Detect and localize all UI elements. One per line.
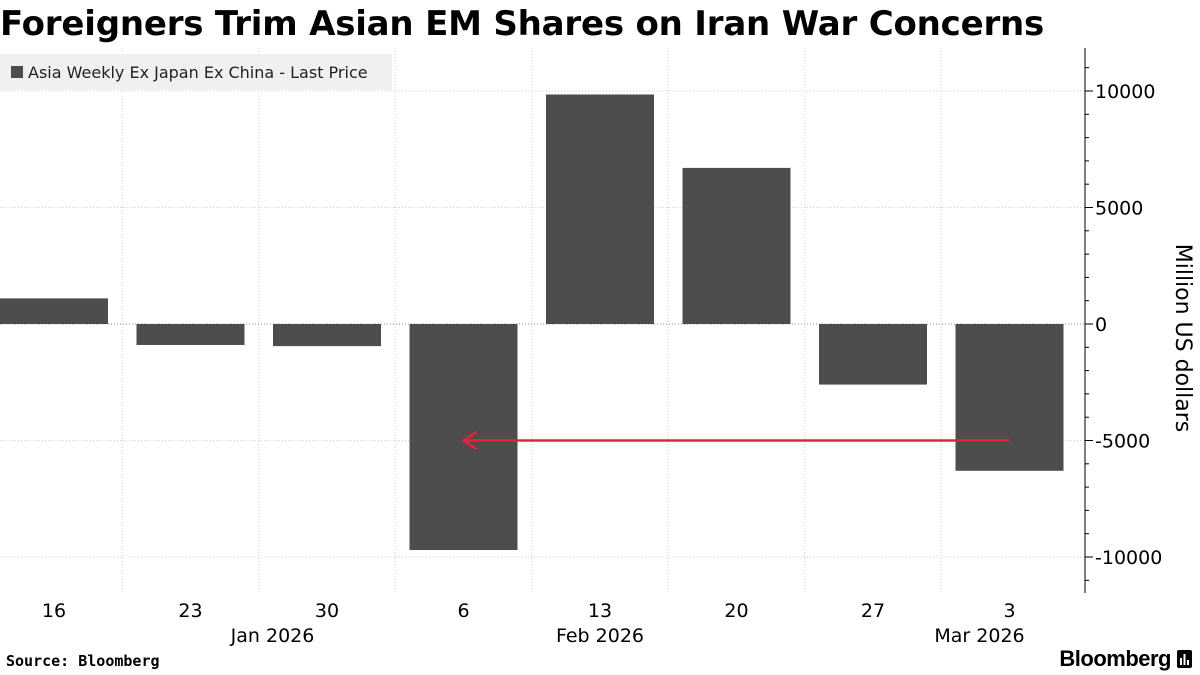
x-tick-label: 30: [315, 600, 339, 622]
x-tick-label: 27: [861, 600, 885, 622]
annotations: [462, 431, 1010, 450]
source-note: Source: Bloomberg: [6, 652, 160, 670]
bar: [546, 94, 654, 325]
y-tick-label: -10000: [1095, 547, 1162, 569]
x-tick-label: 3: [1003, 600, 1015, 622]
bloomberg-logo-icon: [1177, 650, 1192, 668]
y-tick-label: 10000: [1095, 81, 1155, 103]
gridlines: [0, 48, 1085, 593]
legend-label: Asia Weekly Ex Japan Ex China - Last Pri…: [28, 62, 368, 82]
bar: [273, 324, 381, 347]
x-tick-label: 23: [178, 600, 202, 622]
x-tick-label: 20: [724, 600, 748, 622]
x-tick-label: 6: [457, 600, 469, 622]
bar: [819, 324, 927, 385]
annotation-arrow-head: [462, 431, 477, 450]
bar: [409, 324, 518, 551]
bar: [955, 324, 1064, 471]
bar: [682, 167, 791, 324]
brand: Bloomberg: [1059, 646, 1192, 672]
x-period-label: Mar 2026: [934, 625, 1024, 647]
y-tick-label: -5000: [1095, 431, 1150, 453]
bar: [136, 324, 245, 345]
x-period-label: Jan 2026: [230, 625, 315, 647]
x-tick-label: 16: [42, 600, 66, 622]
x-period-label: Feb 2026: [556, 625, 644, 647]
x-tick-label: 13: [588, 600, 612, 622]
x-axis: 16 23 30 6 13 20 27 3 Jan 2026 Feb 2026 Mar 2026: [42, 600, 1025, 647]
bar: [0, 298, 108, 324]
legend: Asia Weekly Ex Japan Ex China - Last Pri…: [0, 54, 392, 90]
y-axis-title: Million US dollars: [1170, 244, 1195, 433]
chart-title: Foreigners Trim Asian EM Shares on Iran …: [0, 4, 1045, 44]
y-tick-label: 5000: [1095, 198, 1143, 220]
y-axis: 10000 5000 0 -5000 -10000 Million US dollars: [1084, 48, 1195, 593]
brand-name: Bloomberg: [1059, 646, 1171, 671]
legend-swatch: [11, 66, 23, 78]
bars: [0, 94, 1064, 551]
y-tick-label: 0: [1095, 314, 1107, 336]
